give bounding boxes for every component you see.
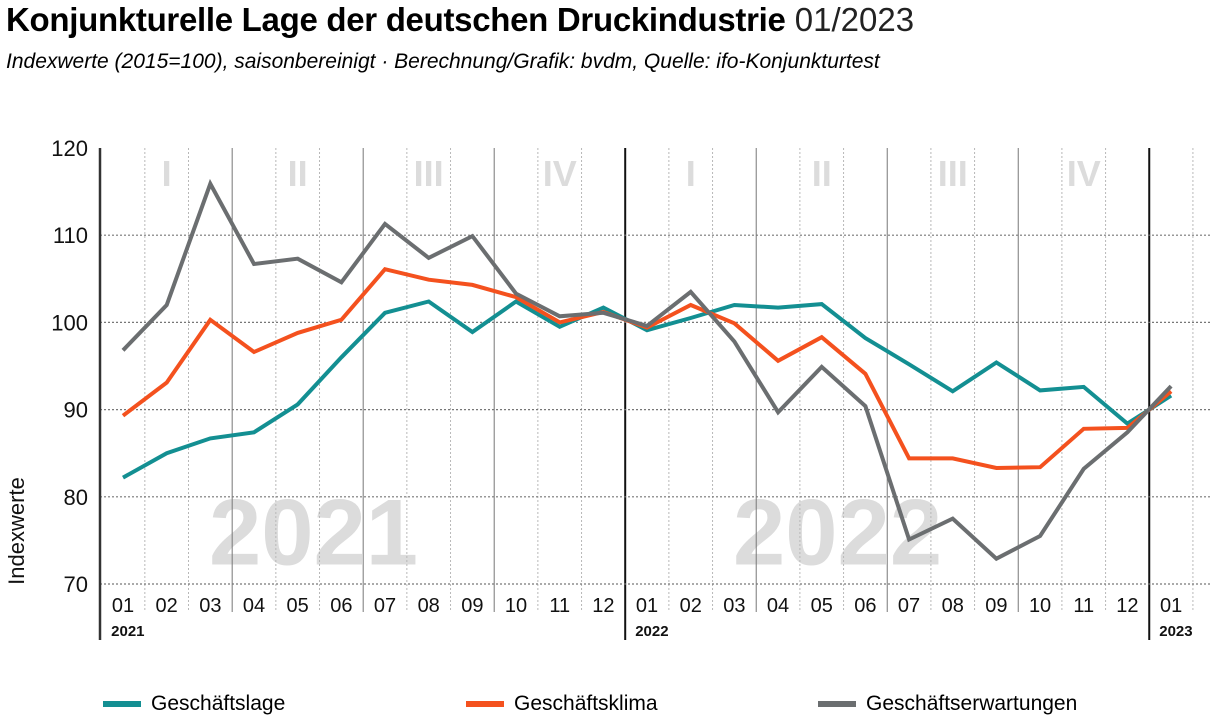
legend: Geschäftslage Geschäftsklima Geschäftser…	[0, 692, 1220, 720]
x-tick-label: 04	[767, 595, 789, 617]
quarter-label: IV	[1067, 153, 1101, 194]
x-tick-label: 07	[898, 595, 920, 617]
x-tick-label: 01	[636, 595, 658, 617]
watermark-year: 2021	[209, 479, 418, 584]
x-tick-label: 12	[592, 595, 614, 617]
quarter-label: II	[812, 153, 832, 194]
x-tick-label: 05	[287, 595, 309, 617]
chart-subtitle: Indexwerte (2015=100), saisonbereinigt ·…	[6, 50, 880, 73]
x-tick-label: 05	[811, 595, 833, 617]
x-tick-label: 03	[723, 595, 745, 617]
x-tick-label: 01	[1160, 595, 1182, 617]
y-tick-label: 80	[64, 485, 88, 510]
x-tick-label: 12	[1116, 595, 1138, 617]
x-tick-label: 11	[1073, 595, 1094, 617]
y-tick-label: 70	[64, 572, 88, 597]
quarter-label: IV	[543, 153, 577, 194]
x-tick-label: 08	[942, 595, 964, 617]
quarter-label: III	[938, 153, 968, 194]
x-tick-label: 03	[199, 595, 221, 617]
legend-label: Geschäftsklima	[514, 692, 658, 715]
y-axis-label: Indexwerte	[4, 477, 29, 585]
chart-title: Konjunkturelle Lage der deutschen Drucki…	[6, 0, 914, 40]
x-tick-label: 01	[112, 595, 134, 617]
year-label: 2022	[635, 623, 668, 640]
x-tick-label: 09	[461, 595, 483, 617]
legend-swatch-geschaeftslage	[103, 701, 141, 707]
y-tick-label: 90	[64, 398, 88, 423]
quarter-label: I	[162, 153, 172, 194]
x-tick-label: 10	[505, 595, 527, 617]
x-tick-label: 06	[330, 595, 352, 617]
quarter-label: III	[414, 153, 444, 194]
legend-label: Geschäftslage	[151, 692, 286, 715]
x-tick-label: 02	[680, 595, 702, 617]
legend-item-geschaeftslage: Geschäftslage	[103, 692, 285, 716]
legend-swatch-geschaeftsklima	[466, 701, 504, 707]
legend-item-geschaeftsklima: Geschäftsklima	[466, 692, 658, 716]
quarter-label: I	[686, 153, 696, 194]
watermark-year: 2022	[733, 479, 942, 584]
y-tick-label: 100	[51, 310, 88, 335]
y-tick-label: 110	[53, 223, 88, 248]
x-tick-label: 11	[549, 595, 570, 617]
legend-item-geschaeftserwartungen: Geschäftserwartungen	[818, 692, 1077, 716]
x-tick-label: 02	[156, 595, 178, 617]
x-tick-label: 10	[1029, 595, 1051, 617]
x-tick-label: 09	[985, 595, 1007, 617]
x-tick-label: 06	[854, 595, 876, 617]
series-line-geschaeftsklima	[121, 266, 1173, 471]
legend-swatch-geschaeftserwartungen	[818, 701, 856, 707]
x-tick-label: 08	[418, 595, 440, 617]
quarter-label: II	[288, 153, 308, 194]
series-line-geschaeftslage	[122, 299, 1173, 480]
year-label: 2023	[1159, 623, 1192, 640]
chart-title-date: 01/2023	[794, 1, 915, 38]
series-line-geschaeftserwartungen	[121, 178, 1173, 562]
x-tick-label: 04	[243, 595, 265, 617]
legend-label: Geschäftserwartungen	[866, 692, 1078, 715]
year-label: 2021	[111, 623, 144, 640]
y-tick-label: 120	[51, 136, 88, 161]
chart-title-main: Konjunkturelle Lage der deutschen Drucki…	[6, 1, 786, 38]
x-tick-label: 07	[374, 595, 396, 617]
